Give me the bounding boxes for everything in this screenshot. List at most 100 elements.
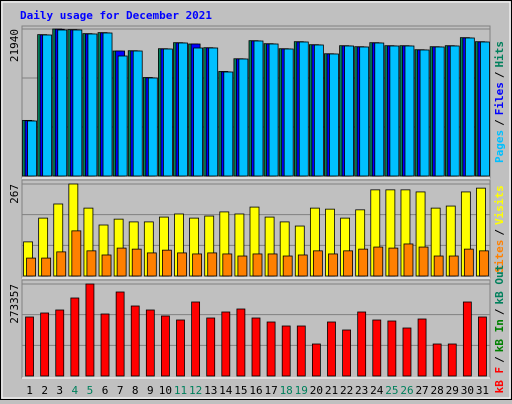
x-tick-label: 19: [295, 384, 308, 397]
x-tick-label: 12: [189, 384, 202, 397]
bar: [403, 243, 414, 277]
legend-separator: /: [493, 229, 506, 236]
x-tick-label: 28: [431, 384, 444, 397]
y-tick-label: 273357: [8, 284, 21, 324]
x-tick-label: 27: [415, 384, 428, 397]
legend: Pages / Files / Hits: [493, 41, 506, 163]
bar: [40, 312, 50, 377]
bar: [480, 41, 490, 177]
bar: [267, 253, 278, 277]
bar: [281, 325, 291, 377]
bar: [116, 247, 127, 277]
bar: [434, 46, 445, 177]
bar: [328, 253, 338, 277]
bar: [117, 55, 128, 177]
bar: [342, 329, 351, 377]
bar: [373, 246, 384, 277]
bar: [417, 318, 427, 377]
bar: [237, 255, 248, 277]
bar: [464, 37, 475, 177]
x-tick-label: 25: [385, 384, 398, 397]
x-tick-label: 5: [87, 384, 94, 397]
bar: [252, 253, 263, 277]
bar: [72, 29, 83, 177]
x-tick-label: 31: [476, 384, 489, 397]
x-tick-label: 13: [204, 384, 217, 397]
bar: [447, 343, 457, 377]
bar: [147, 77, 158, 177]
x-tick-label: 22: [340, 384, 353, 397]
legend-item: Visits: [493, 185, 506, 225]
x-tick-label: 30: [461, 384, 474, 397]
legend-item: kB Out: [493, 265, 506, 305]
bar: [208, 47, 219, 177]
bar: [177, 252, 187, 277]
bar: [222, 253, 233, 277]
bar: [71, 230, 82, 277]
bar: [163, 48, 173, 177]
bar: [221, 311, 231, 377]
x-tick-label: 16: [249, 384, 262, 397]
bar: [236, 308, 246, 377]
bar: [327, 321, 336, 377]
bar: [57, 29, 68, 177]
bar: [161, 315, 170, 377]
x-tick-label: 6: [102, 384, 109, 397]
bar: [359, 46, 370, 177]
bar: [298, 41, 309, 177]
bar: [283, 48, 294, 177]
legend: Sites / Visits: [493, 185, 506, 273]
x-tick-label: 11: [174, 384, 187, 397]
bar: [419, 49, 430, 177]
bar: [479, 250, 489, 277]
bar: [389, 45, 400, 177]
bar: [100, 313, 110, 377]
bar: [329, 53, 339, 177]
x-tick-label: 9: [147, 384, 154, 397]
legend-separator: /: [493, 356, 506, 363]
x-tick-label: 3: [56, 384, 63, 397]
bar: [145, 309, 155, 377]
bar: [101, 254, 112, 277]
bar: [130, 305, 140, 377]
bar: [358, 248, 369, 277]
bar: [25, 316, 34, 377]
bar: [432, 343, 442, 377]
bar: [207, 252, 218, 277]
bar: [132, 50, 143, 177]
bar: [462, 301, 472, 377]
legend: kB F / kB In / kB Out: [493, 265, 506, 394]
bar: [162, 249, 172, 277]
x-tick-label: 24: [370, 384, 384, 397]
legend-item: Hits: [493, 41, 506, 68]
x-tick-label: 14: [219, 384, 233, 397]
x-tick-label: 4: [72, 384, 79, 397]
bar: [102, 32, 113, 177]
bar: [372, 319, 382, 377]
x-tick-label: 26: [400, 384, 413, 397]
bar: [418, 246, 429, 277]
legend-item: Sites: [493, 240, 506, 273]
bar: [253, 40, 264, 177]
bar: [463, 248, 474, 277]
bar: [115, 291, 125, 377]
bar: [282, 255, 293, 277]
bar: [374, 42, 385, 177]
legend-item: Files: [493, 82, 506, 115]
x-tick-label: 17: [264, 384, 277, 397]
bar: [192, 253, 203, 277]
bar: [388, 247, 399, 277]
bar: [312, 250, 323, 277]
bar: [296, 325, 306, 377]
legend-item: Pages: [493, 130, 506, 163]
bar: [223, 71, 234, 177]
bar: [297, 254, 308, 277]
bar: [387, 320, 397, 377]
bar: [42, 34, 53, 177]
legend-item: kB F: [493, 367, 506, 394]
bar: [131, 248, 142, 277]
x-tick-label: 23: [355, 384, 368, 397]
bar: [85, 283, 95, 377]
